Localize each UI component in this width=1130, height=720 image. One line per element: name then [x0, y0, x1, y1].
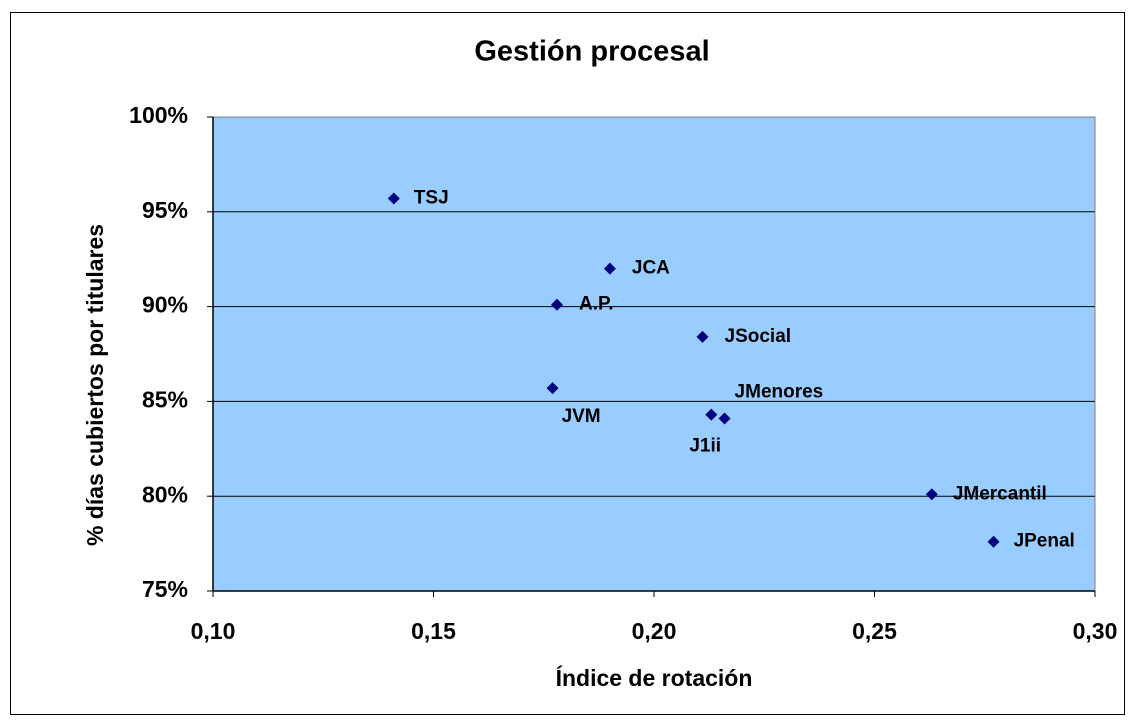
- point-label: JMercantil: [953, 483, 1047, 504]
- point-label: TSJ: [414, 188, 449, 209]
- x-tick-label: 0,30: [1073, 618, 1118, 644]
- point: [705, 408, 718, 421]
- point: [550, 298, 563, 311]
- x-tick-label: 0,10: [191, 618, 236, 644]
- x-axis-label: Índice de rotación: [556, 664, 753, 691]
- x-tick-label: 0,15: [411, 618, 456, 644]
- y-tick-label: 85%: [142, 386, 188, 412]
- point-label: JMenores: [735, 381, 824, 402]
- point-label: JPenal: [1014, 531, 1075, 552]
- point-label: JSocial: [725, 326, 792, 347]
- chart-title: Gestión procesal: [474, 36, 709, 68]
- point-label: A.P.: [579, 294, 614, 315]
- x-tick-label: 0,25: [852, 618, 897, 644]
- plot-area: [212, 116, 1096, 592]
- point: [387, 192, 400, 205]
- x-tick-label: 0,20: [632, 618, 677, 644]
- point: [718, 412, 731, 425]
- y-axis-label: % días cubiertos por titulares: [82, 224, 108, 546]
- y-tick-label: 75%: [142, 576, 188, 602]
- point-label: JCA: [632, 258, 670, 279]
- point: [546, 382, 559, 395]
- point: [696, 330, 709, 343]
- point: [987, 535, 1000, 548]
- point-label: JVM: [562, 406, 601, 427]
- y-tick-label: 100%: [129, 102, 188, 128]
- point: [603, 262, 616, 275]
- y-tick-label: 90%: [142, 292, 188, 318]
- point-label: J1ii: [689, 436, 721, 457]
- y-tick-label: 80%: [142, 481, 188, 507]
- y-tick-label: 95%: [142, 197, 188, 223]
- point: [925, 488, 938, 501]
